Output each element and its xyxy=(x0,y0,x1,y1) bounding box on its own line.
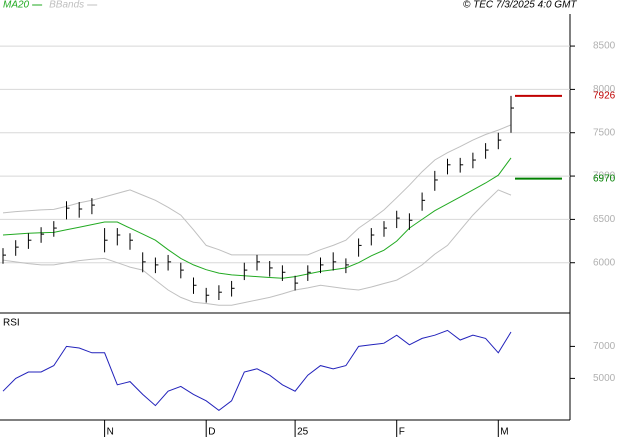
rsi-line xyxy=(2,329,512,412)
x-tick-label: M xyxy=(500,427,508,438)
band-lower xyxy=(2,189,512,306)
price-level-label: 6970 xyxy=(593,173,616,184)
x-tick-label: 25 xyxy=(297,427,309,438)
y-tick-label: 7000 xyxy=(593,341,616,352)
y-tick-label: 5000 xyxy=(593,373,616,384)
y-tick-label: 7500 xyxy=(593,127,616,138)
x-tick-label: F xyxy=(399,427,405,438)
ma-line xyxy=(2,157,512,279)
x-tick-label: D xyxy=(208,427,215,438)
y-tick-label: 8500 xyxy=(593,41,616,52)
y-tick-label: 6500 xyxy=(593,214,616,225)
legend-label: BBands xyxy=(49,0,84,11)
source: © TEC 7/3/2025 4:0 GMT xyxy=(463,0,577,11)
band-upper xyxy=(2,124,512,256)
y-tick-label: 7000 xyxy=(593,171,616,182)
y-tick-label: 8000 xyxy=(593,84,616,95)
legend-label: MA20 xyxy=(3,0,30,11)
y-tick-label: 6000 xyxy=(593,257,616,268)
price-level-label: 7926 xyxy=(593,90,616,101)
rsi-title: RSI xyxy=(3,318,20,329)
x-tick-label: N xyxy=(107,427,114,438)
